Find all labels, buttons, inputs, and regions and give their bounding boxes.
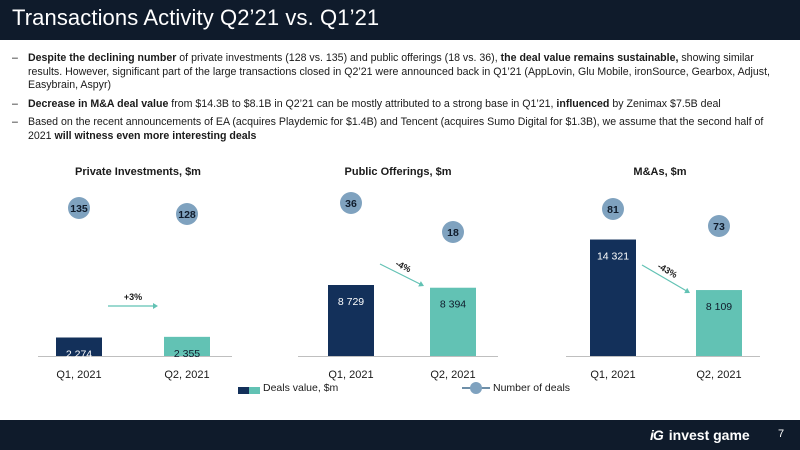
bullet-text: by Zenimax $7.5B deal [609,97,721,110]
category-tick-label: Q1, 2021 [328,369,373,381]
deal-count-marker [442,221,464,243]
title-bar: Transactions Activity Q2’21 vs. Q1’21 [0,0,800,40]
change-arrow-line [379,263,421,285]
category-tick-label: Q1, 2021 [590,369,635,381]
brand-name: invest game [668,427,750,443]
footer-bar: iG invest game 7 [0,420,800,450]
deal-count-label: 18 [447,227,459,239]
change-arrow-head-icon [418,281,424,287]
deal-count-label: 128 [178,209,196,221]
brand-logo: iG invest game [650,427,750,443]
chart-bar [430,287,476,356]
bullet-item: – Decrease in M&A deal value from $14.3B… [12,98,782,112]
bar-value-label: 8 109 [706,301,732,313]
bullet-text-bold: will witness even more interesting deals [54,129,257,142]
deal-count-marker [68,197,90,219]
change-arrow-head-icon [153,303,158,309]
category-tick-label: Q2, 2021 [164,369,209,381]
bullet-text-bold: influenced [556,97,610,110]
legend-label-deals-value: Deals value, $m [263,382,339,394]
bullet-dash-icon: – [12,52,18,64]
chart-bar [696,290,742,356]
bullet-list: – Despite the declining number of privat… [12,52,782,148]
chart-bar [56,337,102,356]
bullet-dash-icon: – [12,116,18,128]
bullet-text: from $14.3B to $8.1B in Q2’21 can be mos… [168,97,557,110]
deal-count-marker [176,203,198,225]
bullet-text: of private investments (128 vs. 135) and… [176,52,501,64]
bar-value-label: 8 729 [338,296,364,308]
legend-circle-marker-icon [462,382,490,394]
bullet-text-bold: the deal value remains sustainable, [500,52,679,64]
bullet-text-bold: Despite the declining number [28,52,177,64]
category-tick-label: Q2, 2021 [430,369,475,381]
page-number: 7 [778,428,785,440]
bullet-dash-icon: – [12,97,18,110]
bullet-text: Based on the recent announcements of EA … [28,116,764,142]
bar-value-label: 14 321 [597,251,629,263]
chart-bar [590,239,636,356]
deal-count-label: 73 [713,221,725,233]
change-percent-label: +3% [124,292,142,302]
category-tick-label: Q1, 2021 [56,369,101,381]
category-tick-label: Q2, 2021 [696,369,741,381]
chart-title-ma: M&As, $m [633,166,687,178]
chart-title-public: Public Offerings, $m [344,166,452,178]
charts-canvas: 2 274 Q1, 2021 135 2 355 Q2, 2021 128 +3% 8 729… [38,192,760,381]
chart-bar [164,336,210,356]
legend-swatch-bars [238,385,260,394]
page-title: Transactions Activity Q2’21 vs. Q1’21 [12,5,380,30]
legend-label-number-of-deals: Number of deals [493,382,571,394]
chart-title-private: Private Investments, $m [75,166,201,178]
deal-count-label: 81 [607,204,619,216]
deal-count-label: 36 [345,198,357,210]
legend-number-of-deals: Number of deals [462,382,570,394]
bullet-text: showing similar results. However, signif… [28,52,770,91]
deal-count-marker [602,198,624,220]
bullet-text-bold: Decrease in M&A deal value [28,97,169,110]
bar-value-label: 2 355 [174,348,200,360]
deal-count-marker [708,215,730,237]
chart-bar [328,285,374,356]
brand-logo-icon: iG [650,427,664,443]
change-arrow-line [641,264,687,292]
bar-value-label: 2 274 [66,349,92,361]
bar-value-label: 8 394 [440,299,466,311]
change-percent-label: -43% [656,261,679,280]
deal-count-label: 135 [70,203,88,215]
deal-count-marker [340,192,362,214]
change-arrow-head-icon [684,287,690,294]
legend-deals-value: Deals value, $m [238,382,338,394]
bullet-item: – Despite the declining number of privat… [12,52,782,93]
bullet-item: – Based on the recent announcements of E… [12,116,782,143]
